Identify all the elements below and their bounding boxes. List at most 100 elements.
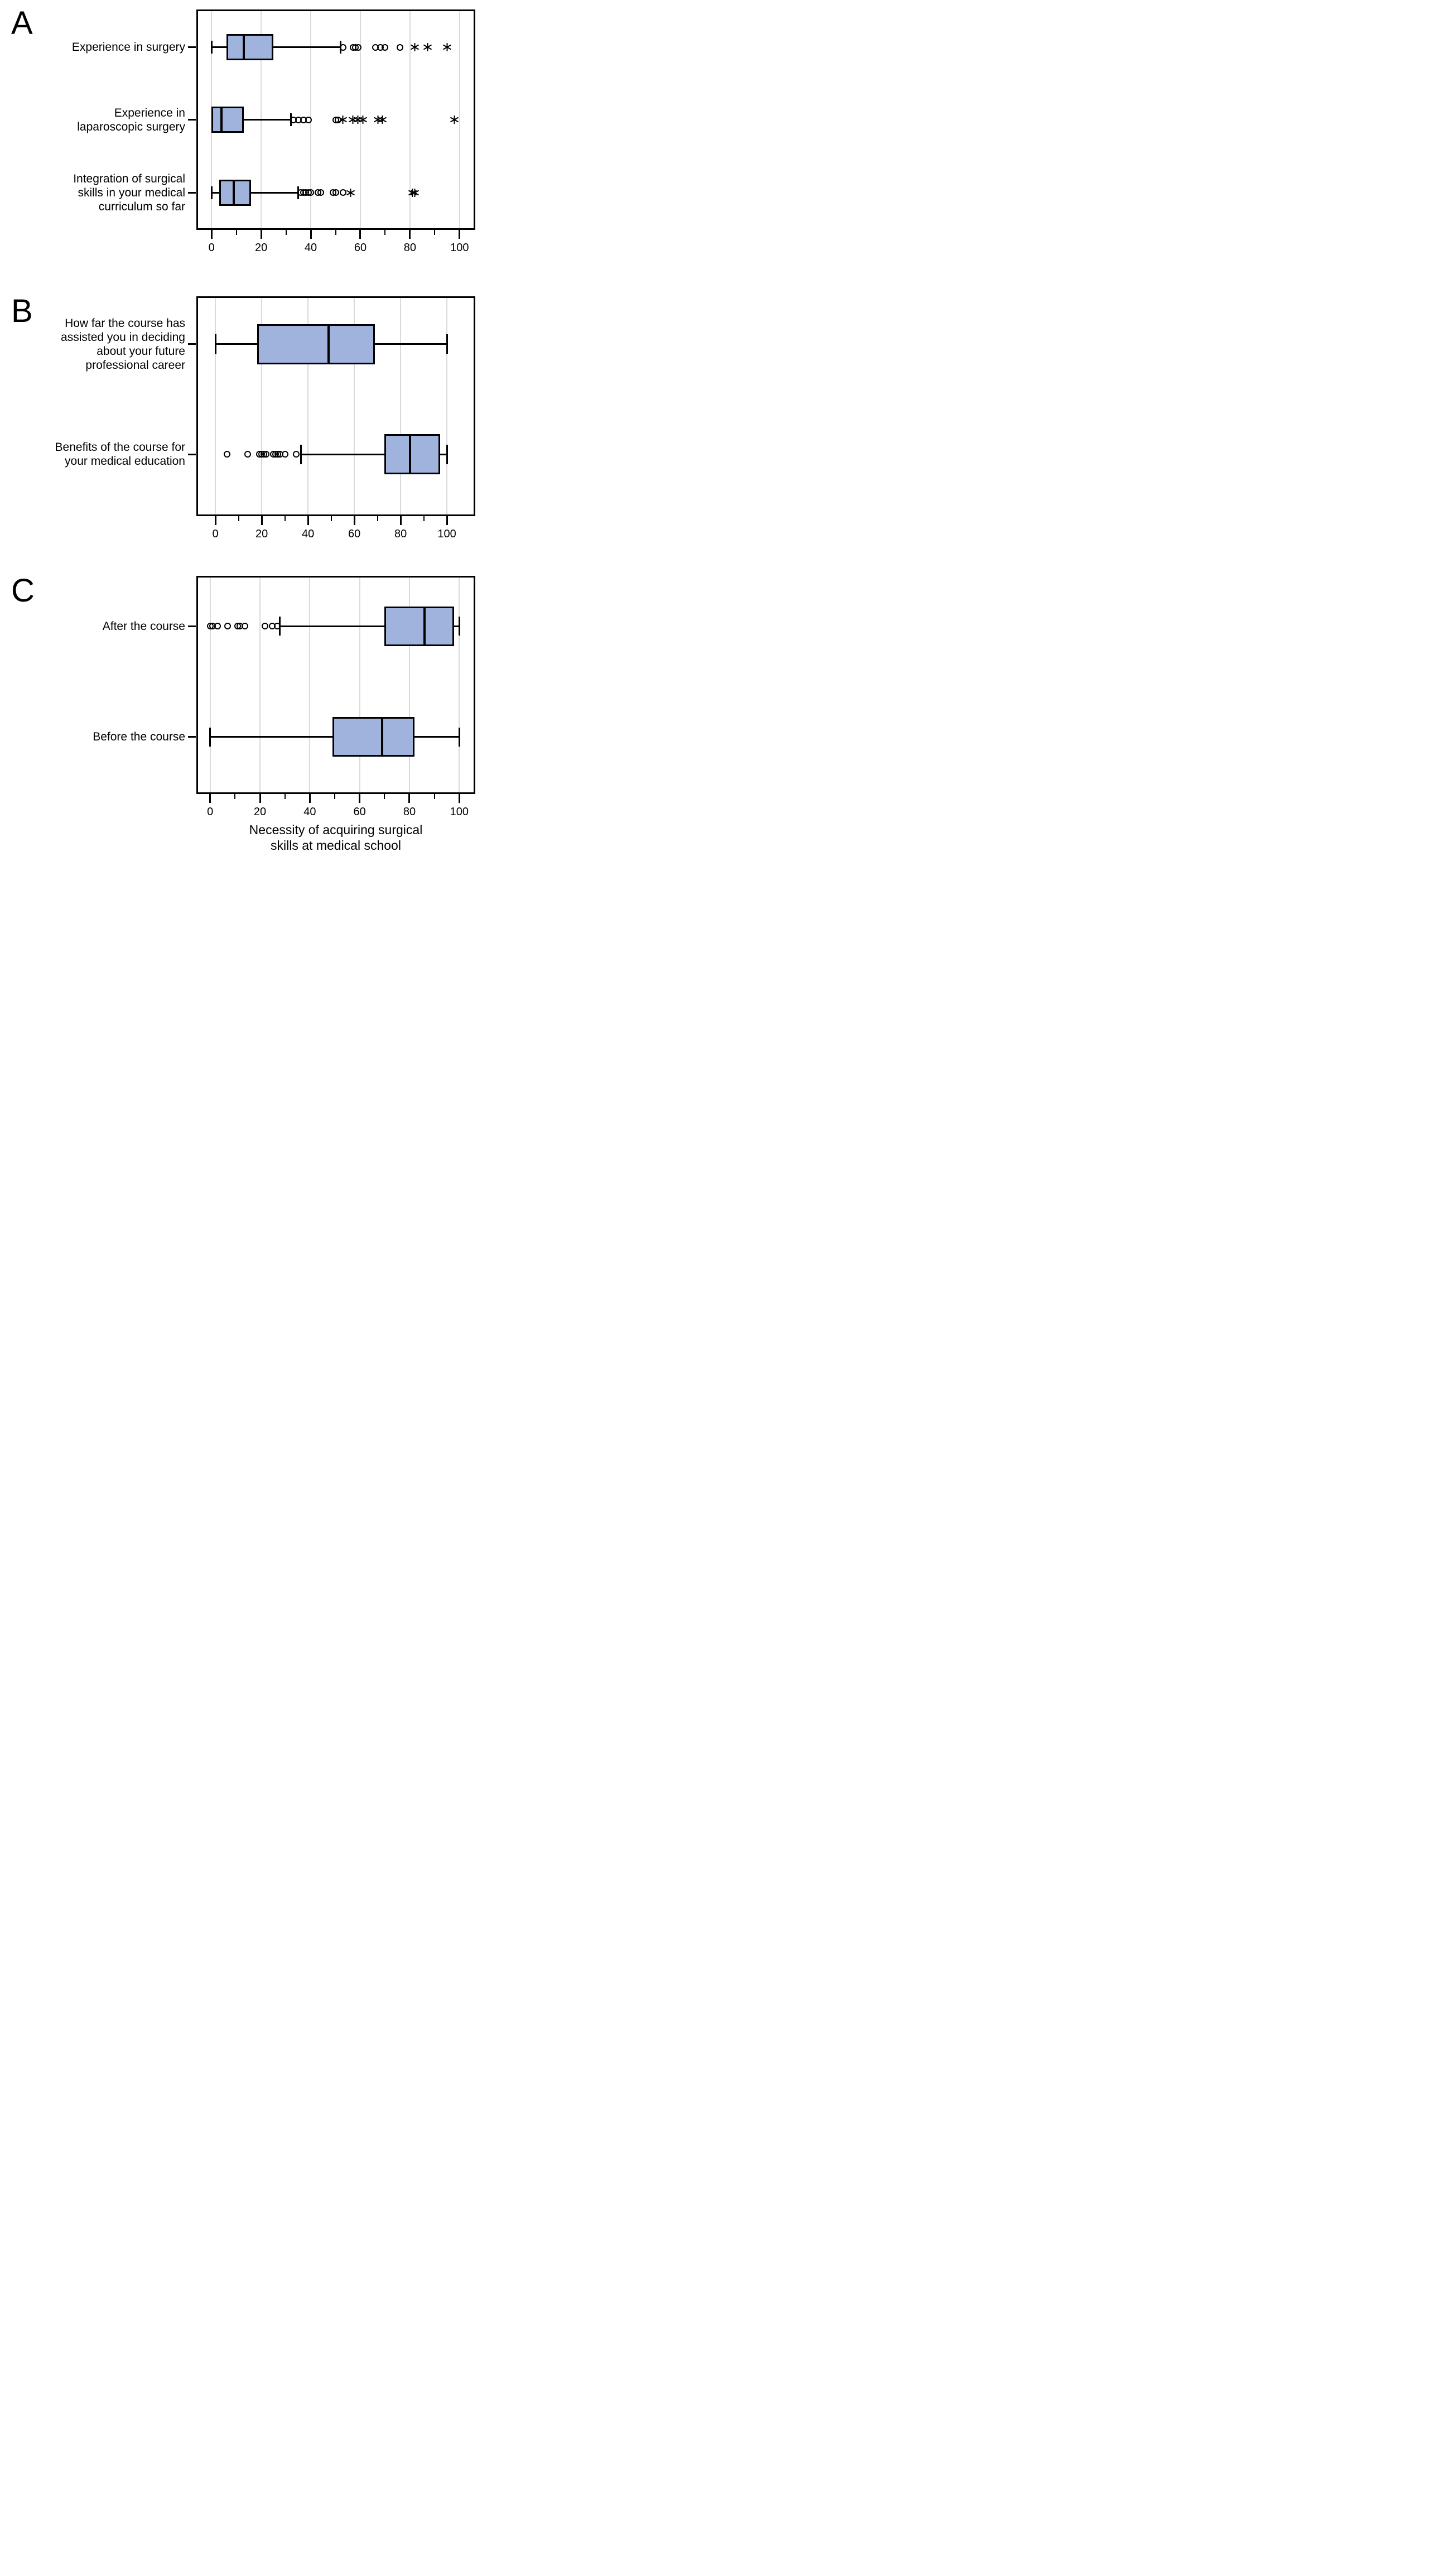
whisker-line-right <box>251 191 298 194</box>
category-label-line: your medical education <box>65 455 185 468</box>
extreme-outlier-asterisk <box>423 43 432 52</box>
extreme-outlier-asterisk <box>411 43 420 52</box>
outlier-circle <box>332 189 339 196</box>
category-label-line: Experience in surgery <box>71 41 185 54</box>
x-tick-label: 60 <box>354 242 367 254</box>
box-iqr <box>332 717 414 757</box>
whisker-line-right <box>244 119 291 121</box>
outlier-circle <box>214 623 221 630</box>
gridline-100 <box>459 11 460 228</box>
category-label: Experience in laparoscopic surgery <box>1 106 185 134</box>
median-line <box>327 324 330 364</box>
whisker-cap-left <box>210 41 213 54</box>
gridline-60 <box>359 578 360 792</box>
outlier-circle <box>339 189 346 196</box>
extreme-outlier-asterisk <box>339 116 348 124</box>
category-label-line: After the course <box>102 619 185 633</box>
whisker-cap-right <box>446 334 448 354</box>
outlier-circle <box>223 451 230 458</box>
whisker-line-right <box>414 736 460 738</box>
x-tick-label: 60 <box>353 806 366 818</box>
x-axis-title: Necessity of acquiring surgical skills a… <box>196 822 475 853</box>
whisker-cap-right <box>446 444 448 464</box>
x-major-tick <box>308 794 311 803</box>
outlier-circle <box>305 116 312 123</box>
median-line <box>408 434 411 475</box>
outlier-circle <box>354 44 361 51</box>
category-label: How far the course has assisted you in de… <box>1 316 185 372</box>
x-major-tick <box>260 230 262 239</box>
box-iqr <box>384 606 455 646</box>
x-major-tick <box>409 230 411 239</box>
median-line <box>380 717 383 757</box>
extreme-outlier-asterisk <box>378 116 387 124</box>
extreme-outlier-asterisk <box>450 116 459 124</box>
extreme-outlier-asterisk <box>346 188 355 197</box>
gridline-60 <box>359 11 361 228</box>
x-major-tick <box>459 230 461 239</box>
whisker-line-left <box>211 46 226 49</box>
median-line <box>423 606 426 646</box>
whisker-line-right <box>440 453 447 455</box>
category-tick <box>188 343 196 345</box>
x-minor-tick <box>330 516 332 521</box>
outlier-circle <box>263 451 270 458</box>
x-minor-tick <box>335 230 336 235</box>
x-major-tick <box>259 794 261 803</box>
x-tick-label: 80 <box>394 528 407 540</box>
category-label-line: assisted you in deciding <box>61 330 185 344</box>
x-minor-tick <box>234 794 236 799</box>
x-minor-tick <box>434 230 436 235</box>
x-tick-label: 20 <box>255 528 268 540</box>
category-label-line: professional career <box>85 358 185 372</box>
x-minor-tick <box>377 516 378 521</box>
gridline-80 <box>408 578 410 792</box>
x-minor-tick <box>235 230 237 235</box>
x-axis-title-line-2: skills at medical school <box>271 838 401 853</box>
x-minor-tick <box>334 794 336 799</box>
gridline-100 <box>459 578 460 792</box>
box-iqr <box>257 324 375 364</box>
x-tick-label: 60 <box>348 528 361 540</box>
category-label-line: Before the course <box>93 730 185 744</box>
category-label: Benefits of the course for your medical e… <box>1 440 185 468</box>
gridline-80 <box>400 298 402 514</box>
whisker-cap-right <box>458 727 460 747</box>
panel-letter-c: C <box>11 572 35 609</box>
gridline-60 <box>354 298 355 514</box>
x-major-tick <box>359 230 361 239</box>
x-minor-tick <box>284 516 286 521</box>
x-tick-label: 40 <box>303 806 316 818</box>
x-major-tick <box>310 230 312 239</box>
median-line <box>233 179 235 206</box>
whisker-line-right <box>273 46 341 49</box>
whisker-line-right <box>454 625 460 627</box>
gridline-40 <box>307 298 309 514</box>
gridline-40 <box>309 578 311 792</box>
x-major-tick <box>210 230 213 239</box>
x-tick-label: 0 <box>208 242 215 254</box>
whisker-cap-left <box>300 444 302 464</box>
category-label-line: Experience in <box>114 106 185 119</box>
x-tick-label: 100 <box>450 806 469 818</box>
outlier-circle <box>293 451 300 458</box>
x-major-tick <box>353 516 355 525</box>
outlier-circle <box>242 623 249 630</box>
x-major-tick <box>214 516 216 525</box>
category-label-line: about your future <box>97 344 185 358</box>
category-label-line: How far the course has <box>65 316 185 330</box>
category-label: Before the course <box>1 730 185 744</box>
panel-a-plot-area <box>196 9 475 230</box>
outlier-circle <box>382 44 389 51</box>
x-minor-tick <box>423 516 425 521</box>
whisker-line-left <box>279 625 385 627</box>
box-iqr <box>384 434 440 475</box>
outlier-circle <box>397 44 404 51</box>
outlier-circle <box>224 623 231 630</box>
category-label-line: curriculum so far <box>98 200 185 213</box>
whisker-line-left <box>215 343 257 345</box>
extreme-outlier-asterisk <box>411 188 420 197</box>
x-tick-label: 100 <box>437 528 456 540</box>
category-label-line: Benefits of the course for <box>55 441 185 454</box>
panel-b-plot-area <box>196 296 475 516</box>
